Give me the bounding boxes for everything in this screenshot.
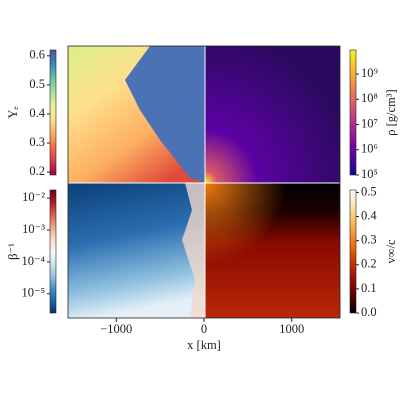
colorbar-tick-label: 0.5	[361, 184, 377, 198]
panel-ye-region	[125, 46, 205, 183]
colorbar-tick-label: 10⁻³	[22, 222, 45, 236]
colorbar-tick-label: 0.5	[29, 77, 45, 91]
colorbar-label: β⁻¹	[6, 243, 20, 260]
x-tick-label: 0	[201, 322, 207, 336]
colorbar-tick-label: 0.0	[361, 305, 377, 319]
panel-beta	[68, 183, 205, 318]
panel-density	[205, 46, 340, 183]
colorbar-tick-label: 10⁻⁵	[22, 286, 45, 300]
colorbar-tick-label: 0.2	[29, 164, 45, 178]
x-axis-label: x [km]	[187, 338, 221, 352]
colorbar-tick-label: 0.3	[361, 233, 377, 247]
colorbar-tick-label: 0.1	[361, 281, 377, 295]
panel-beta-region	[182, 183, 205, 318]
colorbar-label: Yₑ	[6, 106, 20, 118]
colorbar	[349, 49, 357, 176]
x-tick-label: −1000	[100, 322, 132, 336]
panel-velocity-core	[205, 183, 340, 318]
colorbar-tick-label: 0.3	[29, 135, 45, 149]
colorbar-tick-label: 0.4	[361, 208, 377, 222]
colorbar-tick-label: 10⁸	[361, 91, 378, 105]
colorbar-tick-label: 10⁵	[361, 167, 378, 181]
x-tick-label: 1000	[279, 322, 304, 336]
colorbar-tick-label: 10⁶	[361, 142, 378, 156]
colorbar-tick-label: 10⁹	[361, 66, 378, 80]
colorbar-label: v∞/c	[384, 239, 398, 264]
colorbar-tick-label: 0.2	[361, 257, 377, 271]
colorbar	[49, 189, 57, 314]
colorbar	[49, 49, 57, 176]
colorbar-tick-label: 10⁻⁴	[22, 254, 45, 268]
colorbar-tick-label: 10⁻²	[22, 190, 45, 204]
colorbar	[349, 189, 357, 314]
panels	[67, 45, 341, 319]
colorbar-label: ρ [g/cm³]	[384, 89, 398, 135]
colorbar-tick-label: 10⁷	[361, 116, 378, 130]
colorbar-tick-label: 0.6	[29, 48, 45, 62]
colorbar-tick-label: 0.4	[29, 106, 45, 120]
